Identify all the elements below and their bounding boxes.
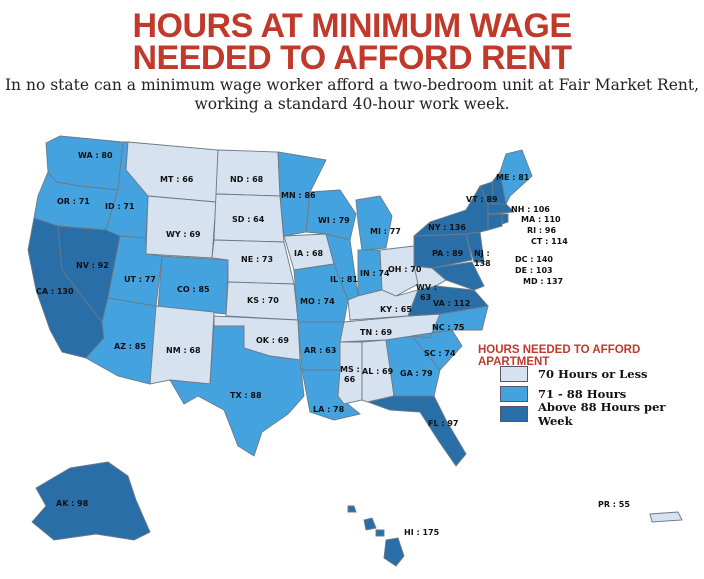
label-MS-2: 66 bbox=[344, 375, 356, 384]
label-MS-1: MS : bbox=[340, 365, 360, 374]
state-ND bbox=[215, 149, 281, 197]
label-NE: NE : 73 bbox=[241, 255, 273, 264]
label-SC: SC : 74 bbox=[424, 349, 456, 358]
state-OH bbox=[379, 245, 419, 297]
label-GA: GA : 79 bbox=[400, 369, 433, 378]
label-KY: KY : 65 bbox=[380, 305, 412, 314]
state-WY bbox=[145, 195, 217, 259]
label-ID: ID : 71 bbox=[105, 202, 135, 211]
label-NJ-1: NJ : bbox=[474, 249, 490, 258]
state-PR bbox=[649, 511, 683, 523]
label-MI: MI : 77 bbox=[370, 227, 401, 236]
state-CT bbox=[487, 213, 503, 231]
label-CT: CT : 114 bbox=[531, 237, 568, 246]
label-SD: SD : 64 bbox=[232, 215, 265, 224]
label-LA: LA : 78 bbox=[313, 405, 345, 414]
state-NM bbox=[149, 305, 215, 385]
title-line-2: NEEDED TO AFFORD RENT bbox=[132, 39, 572, 77]
subtitle-line-1: In no state can a minimum wage worker af… bbox=[4, 76, 700, 94]
label-NJ-2: 138 bbox=[474, 259, 491, 268]
label-AL: AL : 69 bbox=[362, 367, 394, 376]
label-MT: MT : 66 bbox=[160, 175, 194, 184]
label-TX: TX : 88 bbox=[230, 391, 262, 400]
state-MI bbox=[355, 195, 393, 251]
label-UT: UT : 77 bbox=[124, 275, 156, 284]
label-DC: DC : 140 bbox=[515, 255, 553, 264]
label-NH: NH : 106 bbox=[511, 205, 550, 214]
label-IL: IL : 81 bbox=[330, 275, 358, 284]
label-WV-2: 63 bbox=[420, 293, 431, 302]
label-NC: NC : 75 bbox=[432, 323, 465, 332]
label-DE: DE : 103 bbox=[515, 266, 553, 275]
hi-island-3 bbox=[347, 505, 357, 513]
label-PR: PR : 55 bbox=[598, 500, 630, 509]
label-VT: VT : 89 bbox=[466, 195, 498, 204]
label-AR: AR : 63 bbox=[304, 346, 336, 355]
state-ME bbox=[499, 149, 533, 206]
label-ME: ME : 81 bbox=[496, 173, 530, 182]
state-MO bbox=[293, 263, 349, 323]
legend-item-low: 70 Hours or Less bbox=[500, 366, 648, 382]
label-AK: AK : 98 bbox=[56, 499, 89, 508]
label-WY: WY : 69 bbox=[166, 230, 201, 239]
legend-swatch-low bbox=[500, 366, 528, 382]
label-NY: NY : 136 bbox=[428, 223, 466, 232]
state-GA bbox=[385, 335, 441, 397]
label-CO: CO : 85 bbox=[177, 285, 210, 294]
state-MA bbox=[487, 203, 516, 215]
label-MD: MD : 137 bbox=[523, 277, 563, 286]
label-CA: CA : 130 bbox=[36, 287, 74, 296]
state-MD bbox=[430, 261, 485, 291]
label-NM: NM : 68 bbox=[166, 346, 201, 355]
state-TX bbox=[169, 325, 305, 457]
legend-label-high: Above 88 Hours per Week bbox=[537, 400, 666, 428]
label-AZ: AZ : 85 bbox=[114, 342, 146, 351]
label-OK: OK : 69 bbox=[256, 336, 289, 345]
label-VA: VA : 112 bbox=[433, 299, 470, 308]
state-KY bbox=[347, 289, 419, 321]
label-IA: IA : 68 bbox=[294, 249, 324, 258]
subtitle-line-2: working a standard 40-hour work week. bbox=[194, 95, 510, 113]
legend-title: HOURS NEEDED TO AFFORD APARTMENT bbox=[478, 344, 641, 368]
label-NV: NV : 92 bbox=[76, 261, 109, 270]
label-TN: TN : 69 bbox=[360, 328, 392, 337]
state-HI bbox=[383, 537, 405, 567]
title-line-1: HOURS AT MINIMUM WAGE bbox=[132, 7, 572, 45]
label-WV-1: WV : bbox=[416, 283, 437, 292]
legend-item-high: Above 88 Hours per Week bbox=[500, 400, 704, 428]
label-RI: RI : 96 bbox=[527, 226, 556, 235]
state-AK bbox=[31, 461, 151, 541]
label-ND: ND : 68 bbox=[230, 175, 264, 184]
label-IN: IN : 74 bbox=[360, 269, 390, 278]
legend-item-mid: 71 - 88 Hours bbox=[500, 386, 626, 402]
label-OR: OR : 71 bbox=[57, 197, 90, 206]
state-RI bbox=[501, 213, 509, 225]
label-MN: MN : 86 bbox=[281, 191, 316, 200]
label-FL: FL : 97 bbox=[428, 419, 458, 428]
label-MA: MA : 110 bbox=[521, 215, 561, 224]
label-WI: WI : 79 bbox=[318, 216, 350, 225]
label-PA: PA : 89 bbox=[432, 249, 464, 258]
legend-label-mid: 71 - 88 Hours bbox=[538, 387, 627, 401]
label-HI: HI : 175 bbox=[404, 528, 440, 537]
legend-label-low: 70 Hours or Less bbox=[538, 367, 648, 381]
legend-swatch-mid bbox=[500, 386, 528, 402]
label-MO: MO : 74 bbox=[300, 297, 335, 306]
legend-swatch-high bbox=[500, 406, 528, 422]
hi-island-4 bbox=[375, 529, 385, 537]
label-OH: OH : 70 bbox=[388, 265, 422, 274]
hi-island-2 bbox=[363, 517, 377, 531]
state-FL bbox=[366, 395, 467, 467]
label-KS: KS : 70 bbox=[247, 296, 279, 305]
label-WA: WA : 80 bbox=[78, 151, 113, 160]
